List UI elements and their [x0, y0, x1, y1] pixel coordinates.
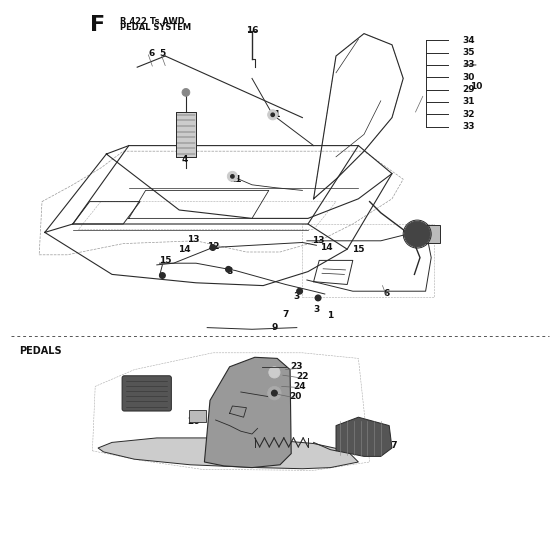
Circle shape [272, 390, 277, 396]
Text: 14: 14 [179, 245, 191, 254]
Text: 31: 31 [462, 97, 474, 106]
Circle shape [160, 273, 165, 278]
Circle shape [271, 113, 274, 116]
Circle shape [268, 110, 278, 120]
Text: 27: 27 [386, 441, 398, 450]
Text: 6: 6 [148, 49, 155, 58]
Text: 21: 21 [235, 400, 247, 409]
Text: 30: 30 [462, 73, 474, 82]
Text: 20: 20 [289, 392, 301, 401]
FancyBboxPatch shape [122, 376, 171, 411]
Text: F: F [90, 15, 106, 35]
Text: 33: 33 [462, 122, 474, 131]
Polygon shape [176, 112, 196, 157]
Circle shape [227, 171, 237, 181]
Text: R 422 Ts AWD: R 422 Ts AWD [120, 17, 185, 26]
Circle shape [404, 221, 430, 247]
Text: 7: 7 [282, 310, 289, 319]
Circle shape [226, 267, 231, 272]
Text: 33: 33 [462, 60, 474, 69]
Text: 34: 34 [462, 36, 475, 45]
Text: 8: 8 [226, 267, 233, 276]
Text: 23: 23 [291, 362, 303, 371]
Text: 3: 3 [293, 292, 300, 301]
Text: 28: 28 [153, 382, 166, 391]
Circle shape [182, 88, 190, 96]
Text: 26: 26 [187, 417, 199, 426]
Text: 11: 11 [229, 175, 241, 184]
FancyBboxPatch shape [189, 410, 206, 422]
Text: 4: 4 [181, 155, 188, 164]
Text: 22: 22 [296, 372, 309, 381]
Text: 3: 3 [313, 305, 320, 314]
Polygon shape [336, 417, 392, 456]
Text: 11: 11 [268, 110, 281, 119]
Circle shape [297, 288, 302, 294]
Text: 9: 9 [271, 323, 278, 332]
Text: 2: 2 [417, 231, 423, 240]
Text: 13: 13 [187, 235, 199, 244]
Text: 32: 32 [462, 110, 474, 119]
Circle shape [268, 386, 281, 400]
Polygon shape [204, 357, 291, 468]
Circle shape [315, 295, 321, 301]
Text: 29: 29 [462, 85, 475, 94]
Text: 14: 14 [320, 243, 332, 252]
Text: PEDALS: PEDALS [20, 346, 62, 356]
Text: PEDAL SYSTEM: PEDAL SYSTEM [120, 24, 192, 32]
Text: 12: 12 [207, 242, 219, 251]
Text: 13: 13 [312, 236, 324, 245]
Text: 15: 15 [159, 256, 171, 265]
Bar [419, 225, 440, 243]
Text: 35: 35 [462, 48, 474, 57]
Text: 25: 25 [275, 422, 287, 431]
Text: 1: 1 [327, 311, 334, 320]
Text: 24: 24 [293, 382, 306, 391]
Text: 16: 16 [246, 26, 258, 35]
Polygon shape [98, 438, 358, 469]
Circle shape [210, 245, 216, 250]
Text: 5: 5 [159, 49, 166, 58]
Text: 6: 6 [383, 290, 390, 298]
Circle shape [231, 175, 234, 178]
Circle shape [269, 367, 280, 378]
Text: 15: 15 [352, 245, 365, 254]
Text: 10: 10 [470, 82, 483, 91]
